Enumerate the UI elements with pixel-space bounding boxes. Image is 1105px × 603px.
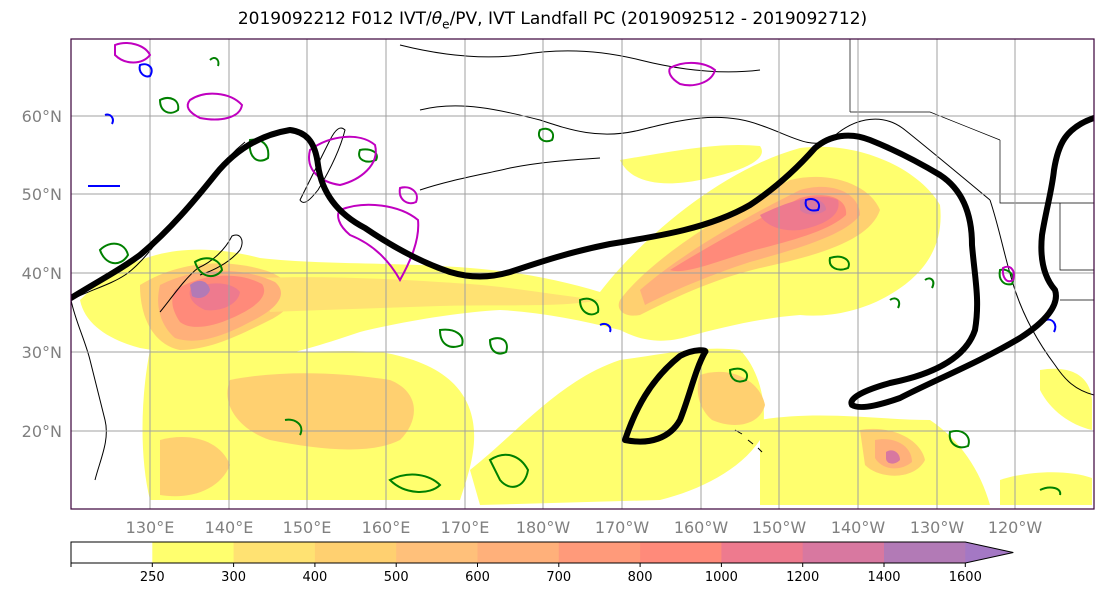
colorbar-tick-label: 700 bbox=[546, 570, 571, 585]
lon-label: 170°W bbox=[595, 518, 650, 537]
colorbar-segment bbox=[396, 542, 478, 563]
ivt-band-1400 bbox=[886, 450, 900, 464]
colorbar-segment bbox=[884, 542, 966, 563]
colorbar-tick-label: 1600 bbox=[949, 570, 982, 585]
japan-outline bbox=[159, 234, 243, 313]
colorbar-segment bbox=[152, 542, 235, 563]
ivt-band-250 bbox=[1040, 368, 1092, 430]
colorbar-segment bbox=[233, 542, 316, 563]
political-borders bbox=[849, 39, 1094, 301]
gridlines bbox=[71, 39, 1094, 509]
lon-label: 140°W bbox=[831, 518, 886, 537]
asia-coast-south bbox=[71, 299, 107, 481]
colorbar-tick-label: 400 bbox=[302, 570, 327, 585]
north-america-west-coast bbox=[989, 199, 1094, 396]
pc-contour-main bbox=[71, 115, 1094, 410]
colorbar-outline bbox=[70, 541, 1014, 564]
map-frame bbox=[70, 38, 1095, 510]
colorbar-tick-label: 600 bbox=[465, 570, 490, 585]
map-panel bbox=[71, 39, 1094, 509]
lat-label: 50°N bbox=[22, 185, 62, 204]
colorbar-segment bbox=[802, 542, 885, 563]
ivt-band-400 bbox=[160, 437, 230, 497]
lon-label: 140°E bbox=[205, 518, 254, 537]
colorbar-tick-label: 250 bbox=[140, 570, 165, 585]
colorbar-tick-label: 800 bbox=[628, 570, 653, 585]
longitude-labels: 130°E 140°E 150°E 160°E 170°E 180°W 170°… bbox=[126, 518, 1043, 537]
lat-label: 20°N bbox=[22, 422, 62, 441]
ivt-landfall-pc-contour bbox=[71, 115, 1094, 445]
lon-label: 180°W bbox=[516, 518, 571, 537]
ivt-band-400 bbox=[260, 277, 600, 312]
colorbar-segment bbox=[558, 542, 641, 563]
colorbar-segment bbox=[477, 542, 560, 563]
alaska-coastline bbox=[419, 105, 991, 201]
colorbar-segment bbox=[640, 542, 722, 563]
ivt-band-250 bbox=[620, 144, 762, 184]
colorbar-segment bbox=[314, 542, 397, 563]
colorbar-segment bbox=[721, 542, 804, 563]
lat-label: 30°N bbox=[22, 343, 62, 362]
colorbar-tick-label: 500 bbox=[384, 570, 409, 585]
colorbar-extension-arrow bbox=[965, 542, 1014, 563]
latitude-labels: 60°N 50°N 40°N 30°N 20°N bbox=[22, 107, 62, 441]
aleutian-islands bbox=[419, 157, 601, 191]
colorbar-segment bbox=[71, 542, 153, 563]
lon-label: 160°E bbox=[362, 518, 411, 537]
theta-e-contours bbox=[98, 56, 1062, 496]
colorbar-tick-label: 1400 bbox=[867, 570, 900, 585]
ivt-band-400 bbox=[227, 373, 414, 450]
ivt-band-400 bbox=[697, 371, 765, 425]
lon-label: 120°W bbox=[988, 518, 1043, 537]
lon-label: 160°W bbox=[674, 518, 729, 537]
lon-label: 130°W bbox=[910, 518, 965, 537]
ivt-band-1400 bbox=[190, 280, 210, 298]
lat-label: 40°N bbox=[22, 264, 62, 283]
lon-label: 130°E bbox=[126, 518, 175, 537]
lat-label: 60°N bbox=[22, 107, 62, 126]
lon-label: 170°E bbox=[441, 518, 490, 537]
alaska-north bbox=[399, 44, 761, 73]
colorbar-tick-label: 300 bbox=[221, 570, 246, 585]
colorbar-tick-label: 1000 bbox=[705, 570, 738, 585]
lon-label: 150°E bbox=[283, 518, 332, 537]
pc-contour-loop bbox=[622, 347, 709, 445]
figure-title: 2019092212 F012 IVT/θe/PV, IVT Landfall … bbox=[237, 9, 868, 32]
colorbar-tick-label: 1200 bbox=[786, 570, 819, 585]
colorbar: 250 300 400 500 600 700 800 1000 1200 1400 1600 bbox=[70, 541, 1014, 585]
lon-label: 150°W bbox=[752, 518, 807, 537]
